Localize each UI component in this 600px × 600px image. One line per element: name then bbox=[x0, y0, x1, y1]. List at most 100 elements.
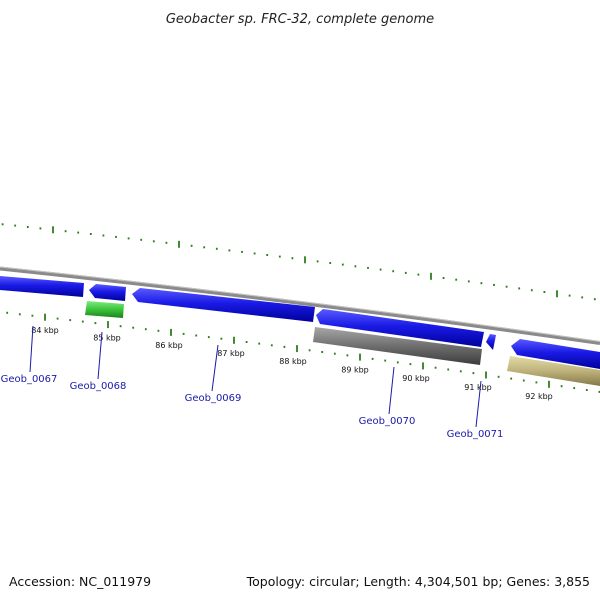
inner-ring-minor-tick bbox=[384, 359, 387, 362]
scale-label-89-kbp: 89 kbp bbox=[341, 365, 369, 374]
scale-label-92-kbp: 92 kbp bbox=[525, 392, 553, 401]
outer-ring-minor-tick bbox=[455, 278, 458, 281]
inner-ring-minor-tick bbox=[245, 341, 248, 343]
outer-ring-minor-tick bbox=[152, 240, 155, 243]
outer-ring-minor-tick bbox=[581, 296, 584, 299]
outer-ring-minor-tick bbox=[417, 273, 420, 276]
gene-tan-feature[interactable] bbox=[507, 356, 600, 386]
outer-ring-minor-tick bbox=[228, 249, 231, 252]
outer-ring-minor-tick bbox=[39, 227, 42, 230]
outer-ring-major-tick bbox=[304, 256, 306, 264]
outer-ring-minor-tick bbox=[64, 230, 67, 233]
gene-next-arrow[interactable] bbox=[511, 339, 600, 369]
outer-ring-minor-tick bbox=[316, 260, 319, 263]
gene-label-geob-0067[interactable]: Geob_0067 bbox=[1, 374, 58, 385]
scale-label-86-kbp: 86 kbp bbox=[155, 341, 183, 350]
outer-ring-minor-tick bbox=[329, 262, 332, 264]
inner-ring-minor-tick bbox=[371, 357, 374, 360]
outer-ring-minor-tick bbox=[77, 231, 80, 234]
outer-ring-major-tick bbox=[52, 226, 54, 234]
inner-ring-minor-tick bbox=[283, 345, 286, 348]
inner-ring-minor-tick bbox=[56, 317, 59, 320]
scale-label-88-kbp: 88 kbp bbox=[279, 357, 307, 366]
gene-geob-0069-arrow[interactable] bbox=[132, 288, 315, 322]
outer-ring-minor-tick bbox=[493, 283, 495, 286]
inner-tick-ring bbox=[6, 311, 600, 393]
gene-label-geob-0070[interactable]: Geob_0070 bbox=[359, 416, 416, 427]
outer-ring-minor-tick bbox=[203, 246, 206, 249]
inner-ring-minor-tick bbox=[472, 372, 475, 375]
inner-ring-minor-tick bbox=[598, 390, 600, 393]
inner-ring-minor-tick bbox=[6, 311, 9, 314]
outer-ring-minor-tick bbox=[1, 223, 4, 226]
outer-ring-minor-tick bbox=[354, 265, 357, 268]
inner-ring-minor-tick bbox=[157, 329, 160, 332]
inner-ring-minor-tick bbox=[119, 325, 122, 328]
inner-ring-minor-tick bbox=[510, 377, 513, 380]
inner-ring-major-tick bbox=[233, 336, 235, 344]
scale-label-91-kbp: 91 kbp bbox=[464, 383, 492, 392]
inner-ring-minor-tick bbox=[333, 352, 336, 355]
outer-ring-minor-tick bbox=[266, 254, 269, 256]
inner-ring-minor-tick bbox=[94, 322, 97, 325]
scale-label-84-kbp: 84 kbp bbox=[31, 326, 59, 335]
gene-gray-feature[interactable] bbox=[313, 327, 482, 365]
outer-ring-minor-tick bbox=[543, 291, 546, 293]
outer-ring-minor-tick bbox=[467, 280, 470, 283]
inner-ring-minor-tick bbox=[81, 320, 84, 323]
gene-label-geob-0071[interactable]: Geob_0071 bbox=[447, 429, 504, 440]
outer-ring-minor-tick bbox=[102, 234, 105, 237]
outer-ring-major-tick bbox=[178, 240, 180, 248]
outer-ring-minor-tick bbox=[404, 271, 407, 274]
gene-label-connectors bbox=[29, 325, 482, 428]
outer-ring-minor-tick bbox=[379, 268, 382, 271]
inner-ring-minor-tick bbox=[31, 314, 34, 317]
gene-geob-0070-arrow[interactable] bbox=[316, 309, 484, 347]
inner-ring-minor-tick bbox=[459, 370, 462, 373]
accession-text: Accession: NC_011979 bbox=[9, 574, 151, 589]
outer-ring-minor-tick bbox=[518, 287, 521, 290]
outer-ring-minor-tick bbox=[165, 241, 168, 244]
outer-ring-minor-tick bbox=[190, 244, 193, 247]
inner-ring-minor-tick bbox=[535, 381, 538, 384]
scale-label-85-kbp: 85 kbp bbox=[93, 334, 121, 343]
outer-ring-minor-tick bbox=[89, 233, 92, 235]
inner-ring-minor-tick bbox=[396, 361, 399, 364]
outer-ring-minor-tick bbox=[26, 226, 29, 228]
inner-ring-major-tick bbox=[548, 380, 550, 388]
gene-green-feature[interactable] bbox=[85, 301, 124, 318]
outer-ring-major-tick bbox=[556, 290, 558, 298]
inner-ring-minor-tick bbox=[585, 389, 588, 391]
outer-ring-minor-tick bbox=[115, 235, 117, 238]
inner-ring-minor-tick bbox=[321, 351, 324, 353]
outer-ring-major-tick bbox=[430, 272, 432, 280]
outer-ring-minor-tick bbox=[530, 289, 533, 292]
outer-ring-minor-tick bbox=[392, 270, 395, 273]
outer-ring-minor-tick bbox=[341, 263, 344, 266]
inner-ring-minor-tick bbox=[182, 332, 185, 335]
gene-label-geob-0069[interactable]: Geob_0069 bbox=[185, 393, 242, 404]
inner-ring-major-tick bbox=[485, 371, 487, 379]
connector-geob-0068 bbox=[97, 331, 103, 380]
inner-ring-minor-tick bbox=[18, 313, 21, 316]
gene-geob-0068-arrow[interactable] bbox=[89, 284, 126, 301]
scale-labels: 84 kbp 85 kbp 86 kbp 87 kbp 88 kbp 89 kbp 90 k… bbox=[31, 326, 553, 401]
inner-ring-minor-tick bbox=[522, 379, 525, 382]
connector-geob-0070 bbox=[388, 366, 395, 415]
gene-geob-0067-arrow[interactable] bbox=[0, 276, 84, 297]
connector-geob-0071 bbox=[475, 380, 482, 428]
outer-ring-minor-tick bbox=[480, 282, 483, 285]
outer-ring-minor-tick bbox=[215, 247, 218, 250]
inner-ring-minor-tick bbox=[258, 342, 261, 345]
inner-ring-minor-tick bbox=[69, 319, 72, 322]
gene-label-geob-0068[interactable]: Geob_0068 bbox=[70, 381, 127, 392]
outer-ring-minor-tick bbox=[278, 255, 281, 258]
outer-ring-minor-tick bbox=[241, 250, 243, 253]
outer-ring-minor-tick bbox=[568, 294, 571, 297]
inner-ring-minor-tick bbox=[409, 363, 412, 366]
scale-label-90-kbp: 90 kbp bbox=[402, 374, 430, 383]
inner-ring-major-tick bbox=[170, 328, 172, 336]
outer-ring-minor-tick bbox=[127, 237, 130, 240]
gene-geob-0071-arrow[interactable] bbox=[486, 334, 496, 350]
